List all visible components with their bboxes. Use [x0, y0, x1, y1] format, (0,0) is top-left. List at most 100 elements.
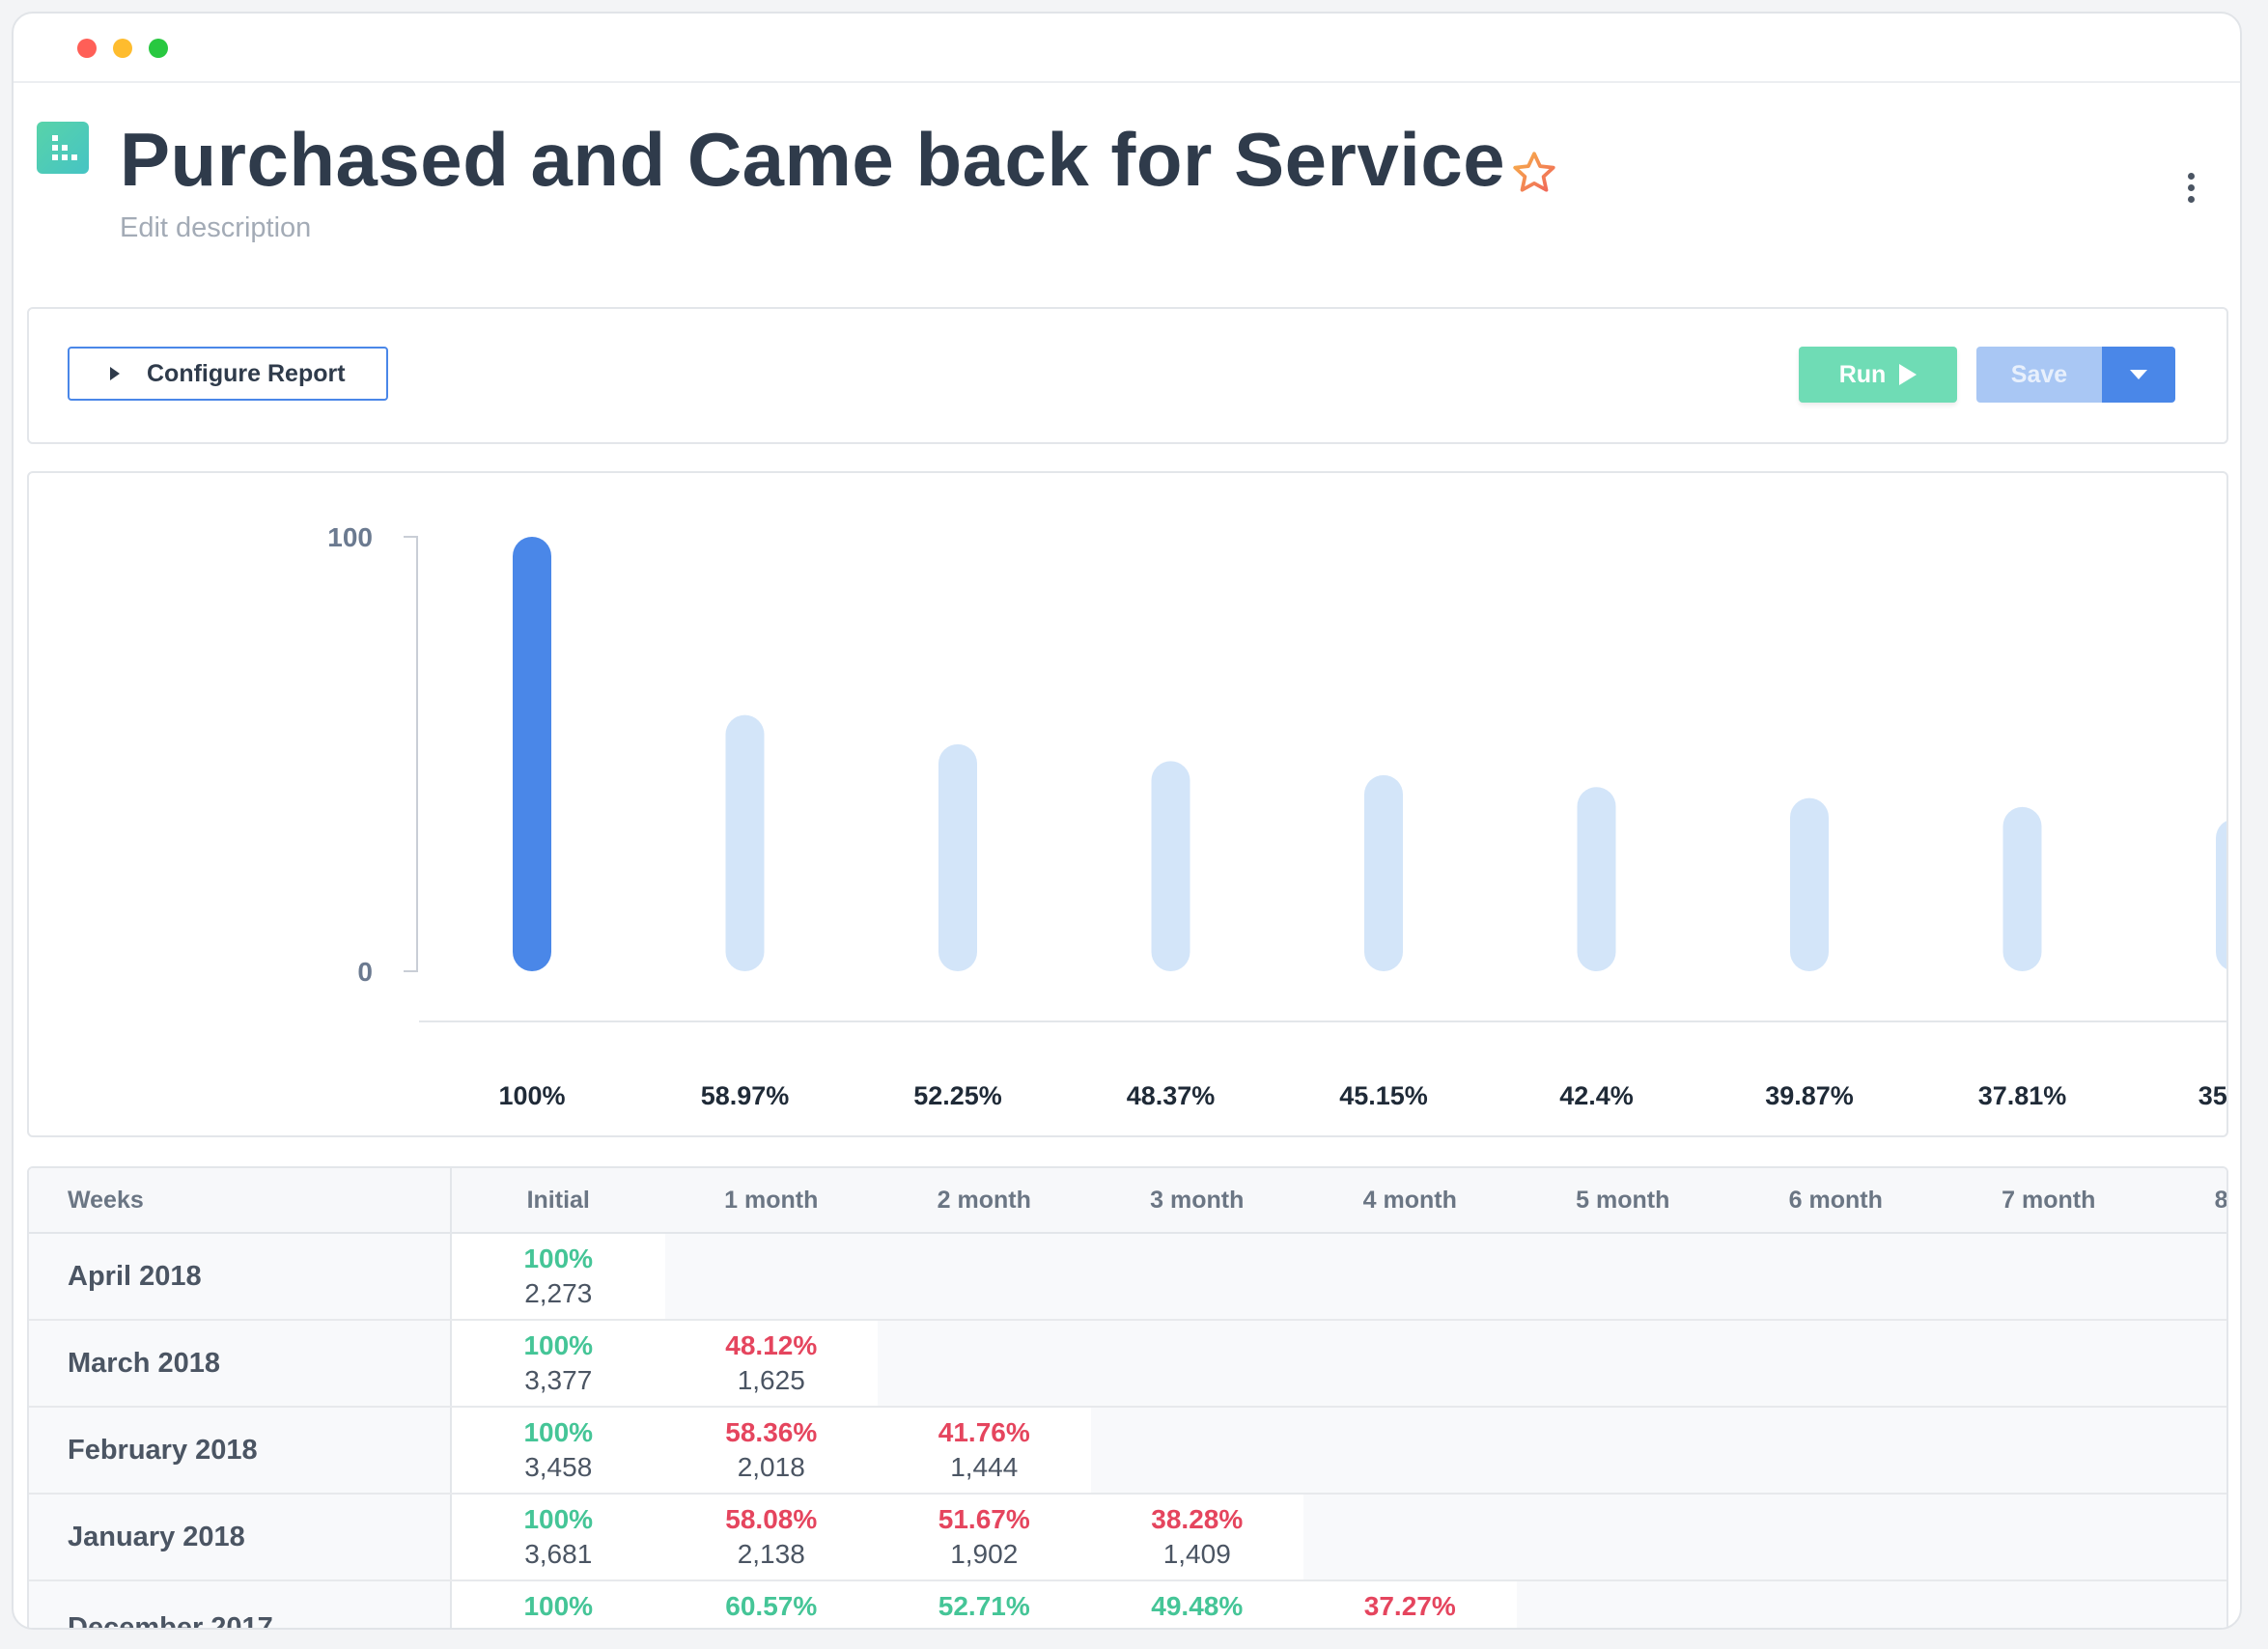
- cell-count: 1,902: [950, 1539, 1019, 1569]
- table-cell: 60.57%: [664, 1580, 878, 1628]
- save-options-dropdown[interactable]: [2102, 347, 2175, 403]
- configure-report-button[interactable]: Configure Report: [68, 347, 388, 401]
- column-header[interactable]: 3 month: [1090, 1168, 1303, 1234]
- cell-percent: 38.28%: [1151, 1504, 1244, 1534]
- table-cell: [1303, 1494, 1517, 1581]
- run-button[interactable]: Run: [1799, 347, 1957, 403]
- table-header-row: Weeks Initial 1 month 2 month 3 month 4 month…: [29, 1168, 2226, 1234]
- cell-count: 2,138: [737, 1539, 805, 1569]
- table-row[interactable]: April 2018 100% 2,273: [29, 1233, 2226, 1321]
- cell-percent: 100%: [523, 1417, 594, 1447]
- save-label: Save: [2010, 360, 2068, 388]
- table-cell: [664, 1233, 878, 1321]
- cell-percent: 37.27%: [1363, 1591, 1456, 1621]
- cell-count: 3,681: [524, 1539, 593, 1569]
- column-header[interactable]: 5 month: [1516, 1168, 1729, 1234]
- page-title: Purchased and Came back for Service: [120, 117, 1506, 202]
- table-cell: [1090, 1320, 1303, 1408]
- table-cell: [1942, 1320, 2155, 1408]
- table-cell: [1303, 1320, 1517, 1408]
- table-cell: [1090, 1407, 1303, 1495]
- table-cell: [878, 1320, 1091, 1408]
- table-cell: [1516, 1494, 1729, 1581]
- chart-bar: [938, 743, 977, 971]
- column-header[interactable]: Initial: [451, 1168, 665, 1234]
- table-cell: [1942, 1494, 2155, 1581]
- bar-value-label: 37.81%: [1978, 1081, 2067, 1110]
- close-window-button[interactable]: [77, 39, 97, 58]
- chart-bar: [1577, 787, 1616, 971]
- chart-bar: [725, 714, 765, 971]
- table-row[interactable]: December 2017 100% 60.57% 52.71% 49.48% 37.27…: [29, 1580, 2226, 1628]
- column-header[interactable]: 7 month: [1942, 1168, 2155, 1234]
- chart-bar: [1790, 797, 1829, 971]
- table-cell: 100%: [451, 1580, 665, 1628]
- chart-bar: [2216, 821, 2226, 969]
- cell-percent: 100%: [523, 1244, 594, 1273]
- column-header[interactable]: 6 month: [1729, 1168, 1943, 1234]
- cell-percent: 41.76%: [938, 1417, 1030, 1447]
- table-cell: [1516, 1407, 1729, 1495]
- column-header[interactable]: 4 month: [1303, 1168, 1517, 1234]
- cell-count: 3,458: [524, 1452, 593, 1482]
- column-header[interactable]: 1 month: [664, 1168, 878, 1234]
- bar-value-label: 45.15%: [1339, 1081, 1428, 1110]
- row-label: February 2018: [29, 1407, 452, 1495]
- table-cell: 38.28% 1,409: [1090, 1494, 1303, 1581]
- row-label: April 2018: [29, 1233, 452, 1321]
- table-row[interactable]: March 2018 100% 3,377 48.12% 1,625: [29, 1320, 2226, 1408]
- row-label: January 2018: [29, 1494, 452, 1581]
- table-cell: 51.67% 1,902: [878, 1494, 1091, 1581]
- minimize-window-button[interactable]: [113, 39, 132, 58]
- cell-count: 1,444: [950, 1452, 1019, 1482]
- chart-bar: [2002, 806, 2042, 971]
- table-cell: 58.36% 2,018: [664, 1407, 878, 1495]
- cell-percent: 58.36%: [725, 1417, 818, 1447]
- report-type-icon: [37, 122, 89, 174]
- column-header[interactable]: 2 month: [878, 1168, 1091, 1234]
- cell-percent: 49.48%: [1151, 1591, 1244, 1621]
- chevron-down-icon: [2130, 370, 2147, 379]
- cell-percent: 100%: [523, 1591, 594, 1621]
- column-header-weeks[interactable]: Weeks: [29, 1168, 452, 1234]
- zoom-window-button[interactable]: [149, 39, 168, 58]
- save-button[interactable]: Save: [1976, 347, 2102, 403]
- table-cell: [1303, 1233, 1517, 1321]
- cell-percent: 60.57%: [725, 1591, 818, 1621]
- y-axis-line: [404, 536, 418, 972]
- table-cell: 41.76% 1,444: [878, 1407, 1091, 1495]
- table-cell: [2155, 1407, 2226, 1495]
- favorite-star-icon[interactable]: [1510, 149, 1558, 197]
- more-options-icon[interactable]: [2176, 168, 2205, 214]
- window-titlebar: [14, 14, 2240, 83]
- configure-report-label: Configure Report: [147, 359, 346, 387]
- table-cell: [2155, 1494, 2226, 1581]
- table-row[interactable]: January 2018 100% 3,681 58.08% 2,138 51.67% 1,…: [29, 1494, 2226, 1581]
- cell-count: 1,409: [1162, 1539, 1231, 1569]
- table-cell: [1729, 1494, 1943, 1581]
- report-toolbar: Configure Report Run Save: [27, 307, 2228, 444]
- row-label: March 2018: [29, 1320, 452, 1408]
- edit-description-link[interactable]: Edit description: [120, 212, 312, 243]
- cell-count: 2,018: [737, 1452, 805, 1482]
- table-cell: [2155, 1580, 2226, 1628]
- cell-percent: 100%: [523, 1504, 594, 1534]
- cell-percent: 58.08%: [725, 1504, 818, 1534]
- table-row[interactable]: February 2018 100% 3,458 58.36% 2,018 41.76% 1…: [29, 1407, 2226, 1495]
- cell-count: 1,625: [737, 1365, 805, 1395]
- table-cell: [1729, 1233, 1943, 1321]
- chart-bar: [513, 537, 551, 971]
- table-cell: 100% 3,377: [451, 1320, 665, 1408]
- table-cell: 100% 3,458: [451, 1407, 665, 1495]
- table-cell: [1942, 1580, 2155, 1628]
- retention-chart-svg: 100 0 100% 58.97% 52.25% 48.37% 45.15% 42.4% 39.…: [327, 522, 2226, 1110]
- cell-percent: 52.71%: [938, 1591, 1030, 1621]
- run-label: Run: [1838, 360, 1887, 388]
- column-header[interactable]: 8 month: [2155, 1168, 2226, 1234]
- table-cell: [1729, 1407, 1943, 1495]
- table-cell: 100% 2,273: [451, 1233, 665, 1321]
- table-cell: 100% 3,681: [451, 1494, 665, 1581]
- bar-value-label: 58.97%: [701, 1081, 790, 1110]
- cell-count: 3,377: [524, 1365, 593, 1395]
- table-cell: [1516, 1233, 1729, 1321]
